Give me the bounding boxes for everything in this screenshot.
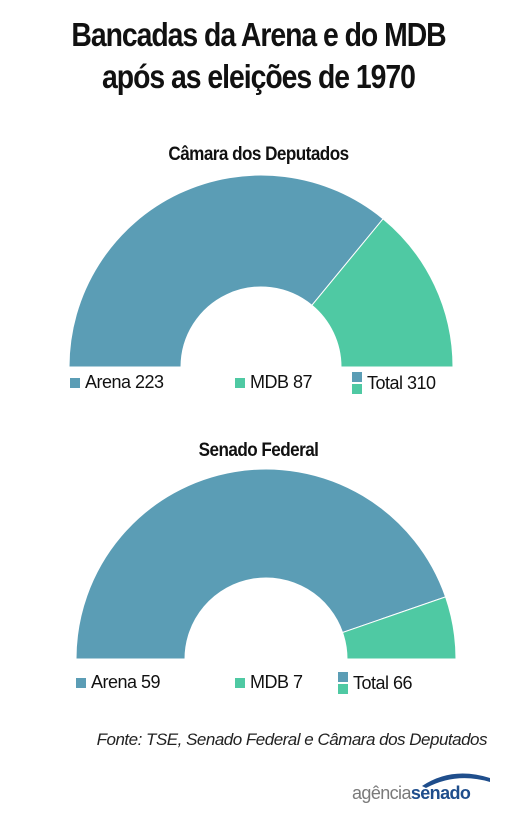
legend-swatch-mdb (235, 677, 245, 688)
slice-arena (75, 468, 447, 660)
arc-swoosh-icon (422, 773, 490, 788)
slice-mdb (341, 596, 457, 660)
legend-label-mdb: MDB 87 (250, 372, 313, 392)
chart-title-senado: Senado Federal (198, 440, 319, 461)
legend-label-total: Total 66 (353, 672, 413, 693)
legend-item-total: Total 66 (338, 672, 413, 694)
legend-item-arena: Arena 223 (70, 372, 164, 393)
slice-mdb (311, 218, 454, 368)
chart-title-camara: Câmara dos Deputados (168, 144, 349, 165)
legend-swatch-total (352, 372, 362, 394)
page-title-line2: após as eleições de 1970 (102, 58, 416, 95)
legend-item-mdb: MDB 7 (235, 672, 303, 693)
legend-swatch-arena (70, 377, 80, 388)
logo-text-agencia: agência (352, 783, 411, 803)
page-title: Bancadas da Arena e do MDB após as eleiç… (36, 14, 481, 98)
logo-text-senado: senado (410, 783, 471, 803)
legend-swatch-mdb (235, 377, 245, 388)
legend-item-total: Total 310 (352, 372, 436, 394)
logo-wordmark: agênciasenado (352, 783, 471, 804)
legend-senado: Arena 59 MDB 7 Total 66 (0, 672, 517, 702)
legend-label-arena: Arena 59 (91, 672, 161, 692)
source-note: Fonte: TSE, Senado Federal e Câmara dos … (96, 730, 488, 749)
legend-camara: Arena 223 MDB 87 Total 310 (0, 372, 517, 402)
half-donut-camara (68, 174, 454, 368)
legend-swatch-total (338, 672, 348, 694)
page-title-line1: Bancadas da Arena e do MDB (71, 16, 446, 53)
legend-swatch-arena (76, 677, 86, 688)
slice-arena (68, 174, 384, 368)
agencia-senado-logo: agênciasenado (352, 768, 492, 808)
legend-label-arena: Arena 223 (85, 372, 164, 392)
legend-label-total: Total 310 (367, 372, 436, 393)
legend-label-mdb: MDB 7 (250, 672, 303, 692)
half-donut-senado (75, 468, 457, 660)
legend-item-mdb: MDB 87 (235, 372, 313, 393)
legend-item-arena: Arena 59 (76, 672, 161, 693)
